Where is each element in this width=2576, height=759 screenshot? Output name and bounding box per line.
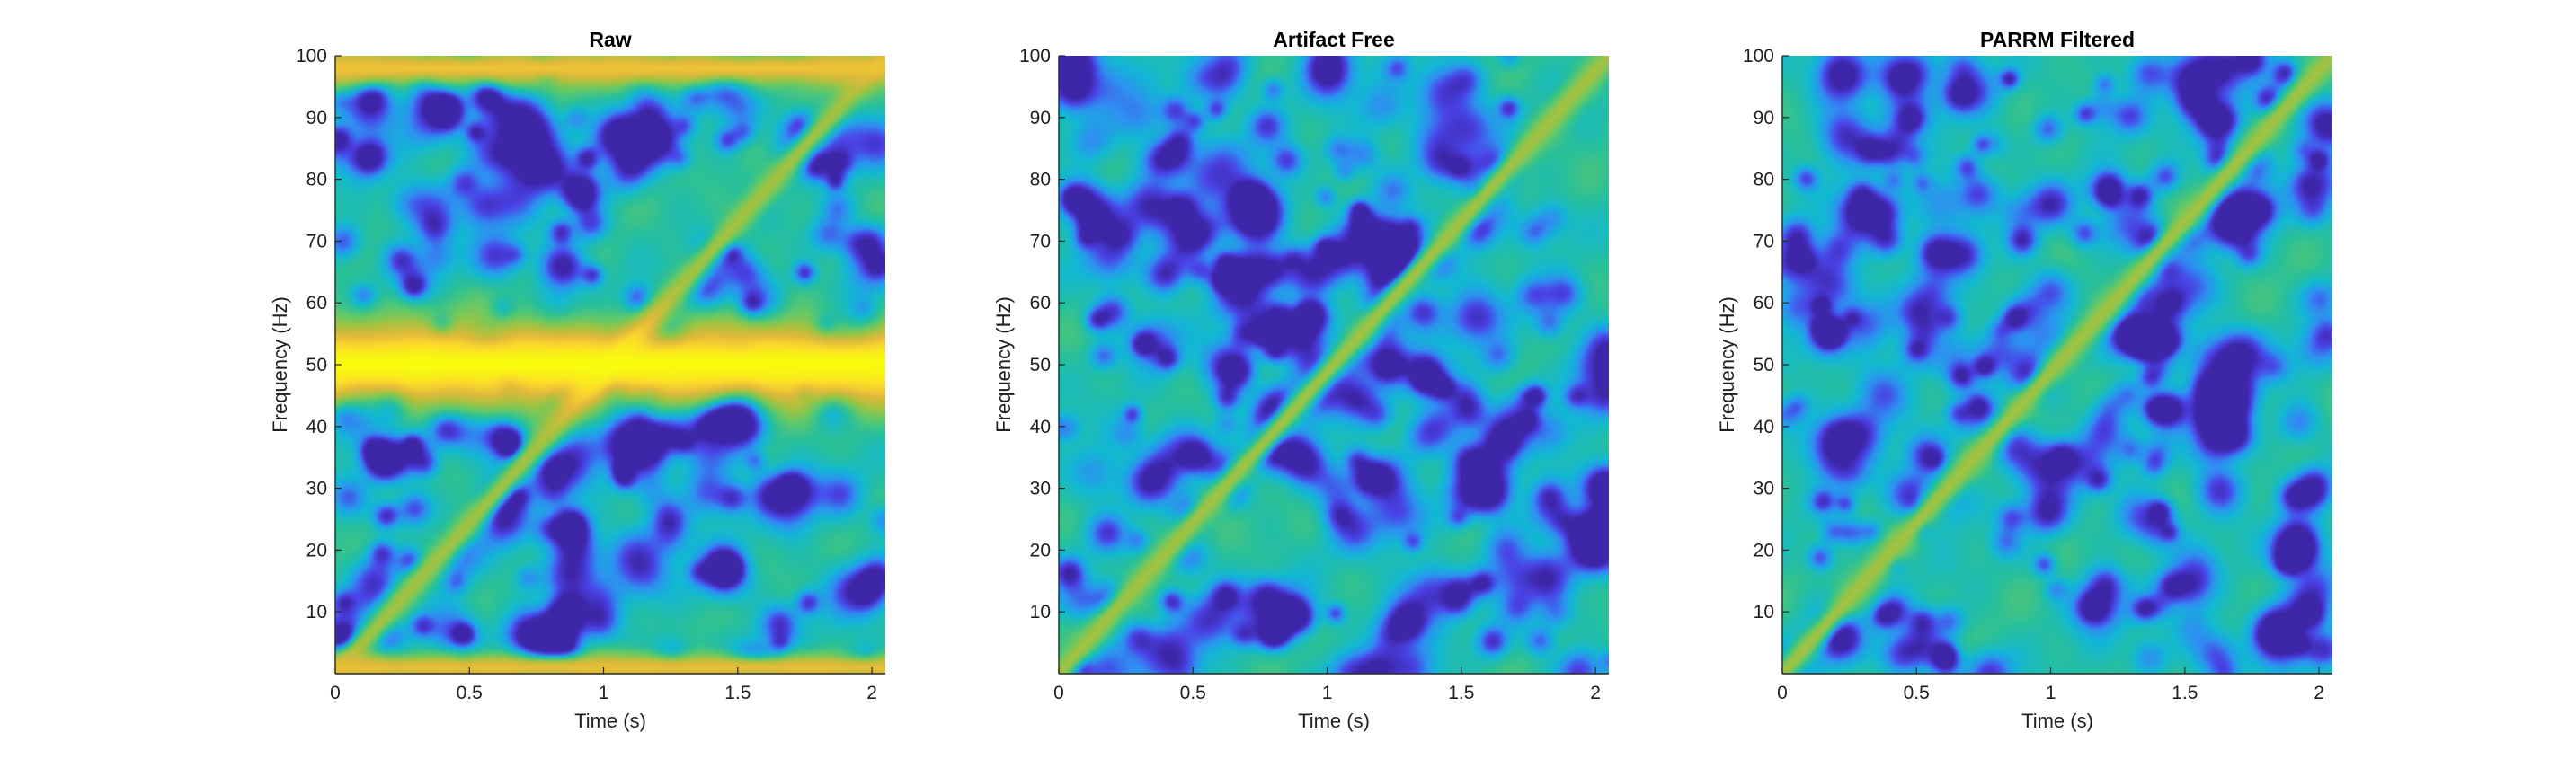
y-tick-label: 70 (1030, 231, 1051, 252)
y-axis-label: Frequency (Hz) (1716, 296, 1738, 433)
y-tick-label: 20 (1754, 540, 1774, 560)
y-tick-label: 60 (1030, 293, 1051, 313)
x-tick-label: 1.5 (2172, 683, 2198, 703)
x-tick-label: 0.5 (1904, 683, 1930, 703)
x-tick-label: 0 (330, 683, 341, 703)
y-tick-label: 50 (306, 355, 327, 375)
y-tick-label: 40 (1754, 417, 1774, 437)
y-tick-label: 30 (1030, 479, 1051, 499)
y-tick-label: 10 (306, 602, 327, 622)
x-tick-label: 2 (1590, 683, 1601, 703)
y-tick-label: 100 (1019, 46, 1051, 66)
x-tick-label: 1 (599, 683, 609, 703)
y-tick-label: 100 (296, 46, 327, 66)
y-axis-label: Frequency (Hz) (269, 296, 291, 433)
spectrogram-image (335, 56, 885, 674)
panel-2: 0 0.5 1 1.5 2 10 20 30 40 50 60 70 80 90 100 Artifact F… (992, 28, 1609, 732)
chart-title: Raw (589, 28, 631, 51)
y-tick-label: 90 (1754, 108, 1774, 128)
y-tick-label: 90 (306, 108, 327, 128)
x-tick-label: 1 (1322, 683, 1333, 703)
x-tick-label: 0.5 (1180, 683, 1206, 703)
spectrogram-image (1059, 56, 1609, 674)
x-axis-label: Time (s) (574, 710, 646, 732)
x-axis-label: Time (s) (1298, 710, 1370, 732)
y-axis-label: Frequency (Hz) (992, 296, 1015, 433)
y-tick-label: 80 (306, 170, 327, 190)
x-tick-label: 0 (1777, 683, 1788, 703)
y-tick-label: 20 (306, 540, 327, 560)
x-tick-label: 1.5 (724, 683, 751, 703)
y-tick-label: 40 (306, 417, 327, 437)
y-tick-label: 40 (1030, 417, 1051, 437)
spectrogram-image (1782, 56, 2332, 674)
panel-3: 0 0.5 1 1.5 2 10 20 30 40 50 60 70 80 90 100 PARRM Filt… (1716, 28, 2332, 732)
x-tick-label: 0 (1053, 683, 1064, 703)
y-tick-label: 30 (1754, 479, 1774, 499)
x-axis-label: Time (s) (2021, 710, 2093, 732)
y-tick-label: 70 (306, 231, 327, 252)
y-tick-label: 80 (1030, 170, 1051, 190)
y-tick-label: 70 (1754, 231, 1774, 252)
chart-title: Artifact Free (1273, 28, 1394, 51)
panel-1: 0 0.5 1 1.5 2 10 20 30 40 50 60 70 80 90 100 Raw Time (s… (269, 28, 885, 732)
y-tick-label: 60 (1754, 293, 1774, 313)
y-tick-label: 10 (1754, 602, 1774, 622)
chart-title: PARRM Filtered (1980, 28, 2135, 51)
x-tick-label: 1 (2046, 683, 2056, 703)
x-tick-label: 0.5 (457, 683, 483, 703)
y-tick-label: 100 (1743, 46, 1774, 66)
y-tick-label: 90 (1030, 108, 1051, 128)
x-tick-label: 1.5 (1448, 683, 1474, 703)
y-tick-label: 10 (1030, 602, 1051, 622)
y-tick-label: 80 (1754, 170, 1774, 190)
y-tick-label: 50 (1030, 355, 1051, 375)
y-tick-label: 20 (1030, 540, 1051, 560)
y-tick-label: 50 (1754, 355, 1774, 375)
x-tick-label: 2 (2314, 683, 2324, 703)
x-tick-label: 2 (866, 683, 877, 703)
y-tick-label: 60 (306, 293, 327, 313)
y-tick-label: 30 (306, 479, 327, 499)
